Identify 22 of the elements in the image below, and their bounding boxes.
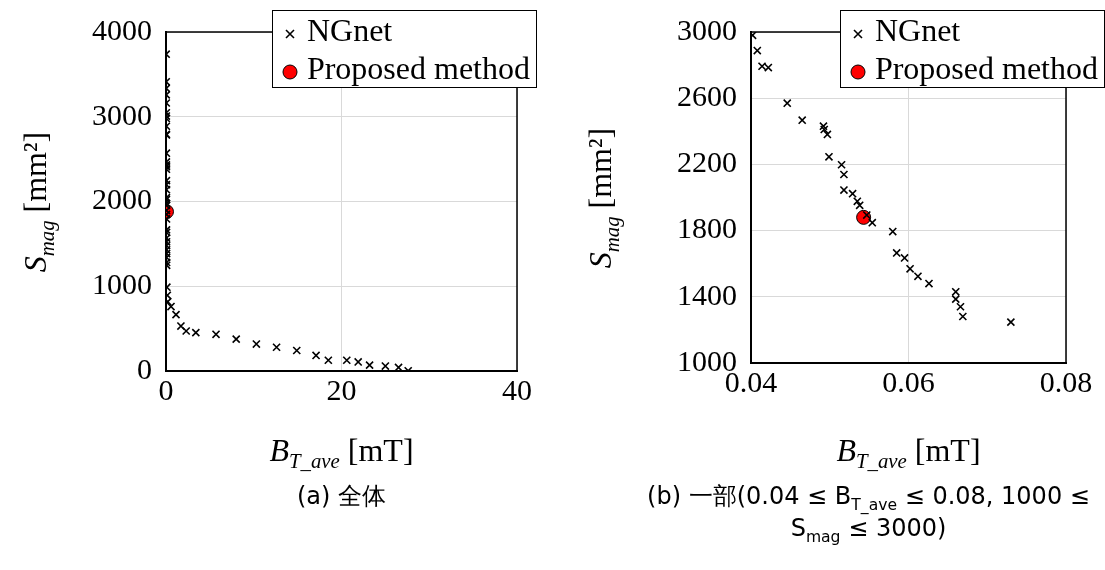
x-axis-title: B$_{T_ave}$ [mT] — [836, 432, 981, 474]
x-axis-title: B$_{T_ave}$ [mT] — [269, 432, 414, 474]
chart-title: (b) 一部(0.04 ≤ B$_{T_ave}$ ≤ 0.08, 1000 ≤ S$_{mag}$ ≤ 3000) — [647, 482, 1090, 546]
legend-label: NGnet — [306, 12, 393, 48]
legend-label: Proposed method — [874, 50, 1098, 86]
y-tick-label: 4000 — [92, 12, 152, 46]
x-tick-label: 0 — [158, 372, 174, 406]
x-tick-label: 40 — [502, 372, 532, 406]
y-tick-label: 3000 — [92, 97, 152, 131]
y-tick-label: 2200 — [677, 145, 737, 179]
y-tick-label: 1800 — [677, 211, 737, 245]
x-tick-label: 0.08 — [1039, 364, 1093, 398]
y-tick-label: 3000 — [677, 12, 737, 46]
y-tick-label: 1000 — [92, 267, 152, 301]
legend-label: Proposed method — [306, 50, 530, 86]
y-tick-label: 2600 — [677, 79, 737, 113]
text: (a) 全体 — [295, 481, 388, 512]
x-tick-label: 0.06 — [882, 364, 935, 398]
x-tick-label: 20 — [326, 372, 357, 406]
legend-label: NGnet — [874, 12, 961, 48]
y-tick-label: 1400 — [677, 277, 737, 311]
y-tick-label: 2000 — [92, 182, 152, 216]
